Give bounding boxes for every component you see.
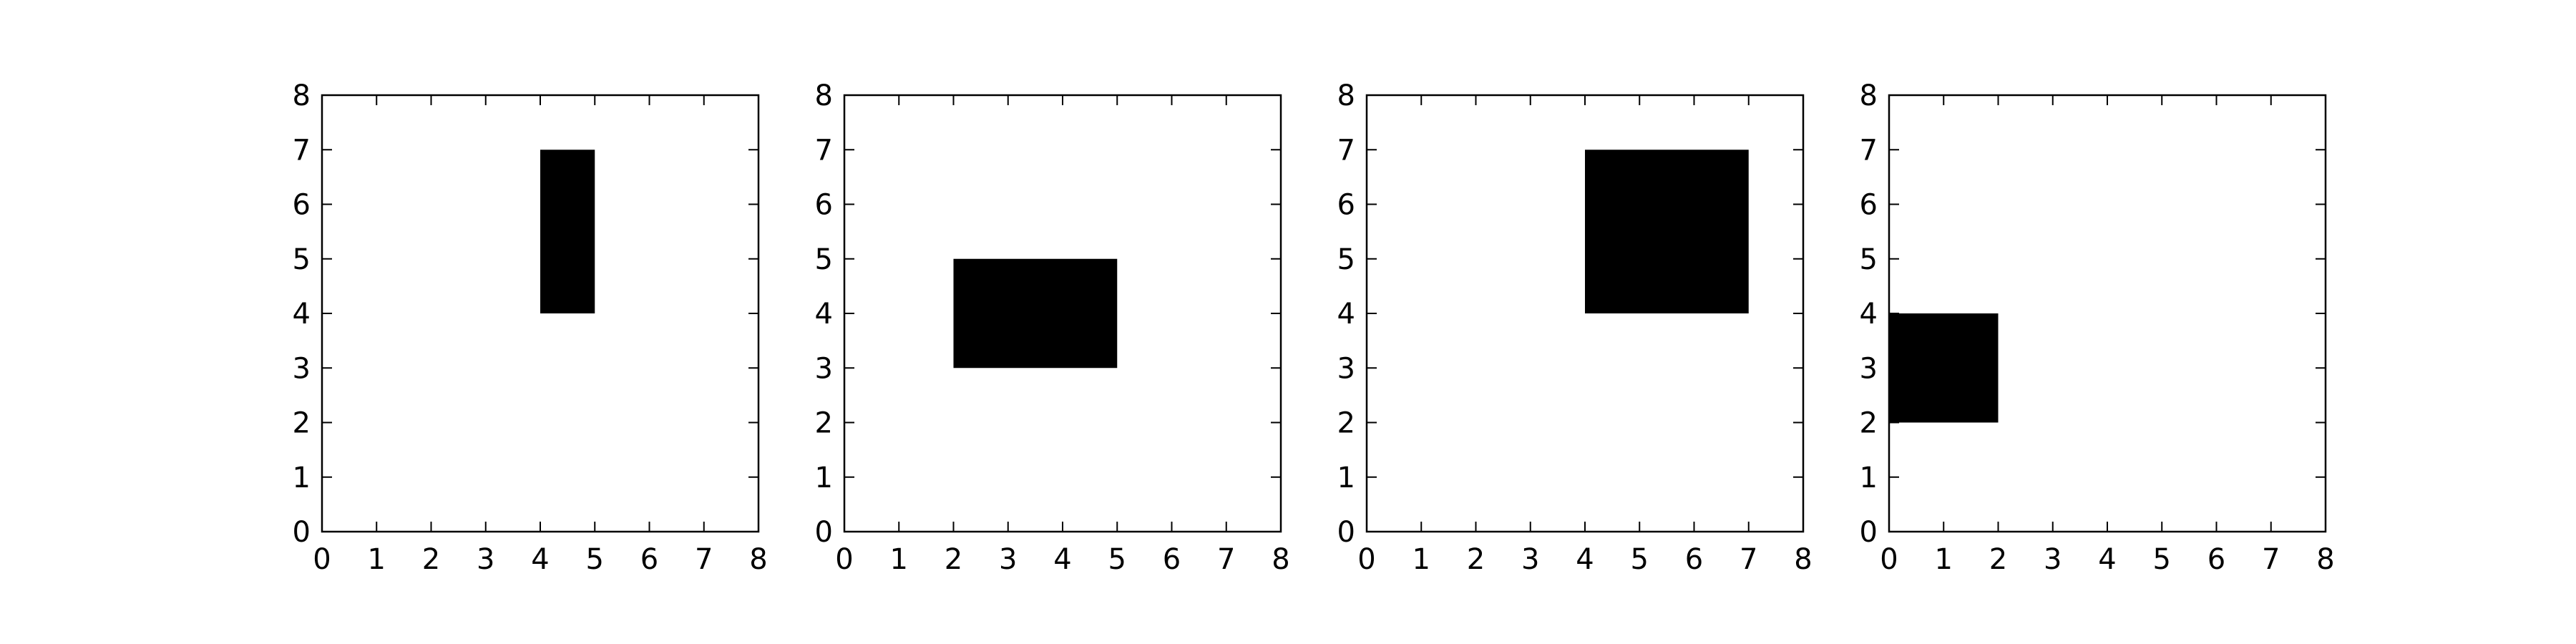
x-tick-label: 8 <box>2316 543 2334 576</box>
x-tick-label: 2 <box>1989 543 2007 576</box>
y-tick-label: 6 <box>815 189 833 222</box>
y-tick-label: 7 <box>293 134 311 167</box>
y-tick-label: 0 <box>1337 516 1355 549</box>
plot-frame <box>843 94 1282 533</box>
y-tick-label: 4 <box>293 298 311 331</box>
x-tick-label: 7 <box>695 543 713 576</box>
chart-panel-2: 0 1 2 3 4 5 6 7 8 0 1 2 3 4 5 6 7 8 <box>815 79 1290 576</box>
y-tick-label: 6 <box>293 189 311 222</box>
x-tick-label: 8 <box>1272 543 1289 576</box>
x-tick-label: 7 <box>2262 543 2280 576</box>
x-tick-label: 3 <box>1521 543 1539 576</box>
plot-frame <box>321 94 760 533</box>
x-tick-label: 2 <box>1467 543 1485 576</box>
x-tick-label: 3 <box>2044 543 2062 576</box>
y-tick-label: 2 <box>1337 407 1355 440</box>
x-tick-label: 1 <box>368 543 386 576</box>
chart-panel-1: 0 1 2 3 4 5 6 7 8 0 1 2 3 4 5 6 7 8 <box>293 79 768 576</box>
x-tick-label: 4 <box>531 543 549 576</box>
x-tick-label: 3 <box>477 543 494 576</box>
y-tick-label: 3 <box>293 352 311 385</box>
plot-frame <box>1365 94 1805 533</box>
heatmap-block <box>540 150 595 313</box>
x-tick-label: 0 <box>1357 543 1375 576</box>
y-tick-label: 1 <box>1860 462 1878 494</box>
y-tick-label: 7 <box>1337 134 1355 167</box>
x-tick-label: 7 <box>1740 543 1757 576</box>
x-tick-label: 5 <box>2153 543 2171 576</box>
x-tick-label: 2 <box>945 543 962 576</box>
y-tick-label: 0 <box>815 516 833 549</box>
y-tick-label: 8 <box>1860 79 1878 112</box>
y-tick-label: 3 <box>1860 352 1878 385</box>
y-tick-label: 4 <box>1860 298 1878 331</box>
y-tick-label: 5 <box>1860 243 1878 276</box>
x-tick-label: 5 <box>1631 543 1649 576</box>
x-tick-label: 5 <box>586 543 604 576</box>
chart-panel-3: 0 1 2 3 4 5 6 7 8 0 1 2 3 4 5 6 7 8 <box>1337 79 1813 576</box>
x-tick-label: 7 <box>1217 543 1235 576</box>
y-tick-label: 7 <box>815 134 833 167</box>
y-tick-label: 5 <box>293 243 311 276</box>
x-tick-label: 6 <box>640 543 658 576</box>
x-tick-label: 6 <box>1163 543 1181 576</box>
x-tick-label: 0 <box>835 543 853 576</box>
y-tick-label: 2 <box>1860 407 1878 440</box>
chart-panel-4: 0 1 2 3 4 5 6 7 8 0 1 2 3 4 5 6 7 8 <box>1860 79 2335 576</box>
x-tick-label: 3 <box>999 543 1017 576</box>
y-tick-label: 5 <box>815 243 833 276</box>
y-tick-label: 1 <box>815 462 833 494</box>
x-tick-label: 1 <box>890 543 908 576</box>
plot-frame <box>1888 94 2327 533</box>
x-tick-label: 6 <box>2207 543 2225 576</box>
x-tick-label: 5 <box>1108 543 1126 576</box>
x-tick-label: 0 <box>313 543 331 576</box>
x-tick-label: 8 <box>749 543 767 576</box>
y-tick-label: 6 <box>1337 189 1355 222</box>
x-tick-label: 4 <box>1576 543 1594 576</box>
y-tick-label: 4 <box>815 298 833 331</box>
y-tick-label: 8 <box>1337 79 1355 112</box>
y-tick-label: 4 <box>1337 298 1355 331</box>
x-tick-label: 1 <box>1413 543 1430 576</box>
x-tick-label: 1 <box>1935 543 1953 576</box>
y-tick-label: 5 <box>1337 243 1355 276</box>
y-tick-label: 3 <box>815 352 833 385</box>
x-tick-label: 0 <box>1880 543 1898 576</box>
heatmap-block <box>1889 313 1999 423</box>
y-tick-label: 8 <box>293 79 311 112</box>
x-tick-label: 4 <box>2098 543 2116 576</box>
y-tick-label: 3 <box>1337 352 1355 385</box>
x-tick-label: 6 <box>1685 543 1703 576</box>
y-tick-label: 7 <box>1860 134 1878 167</box>
y-tick-label: 6 <box>1860 189 1878 222</box>
y-tick-label: 8 <box>815 79 833 112</box>
x-tick-label: 2 <box>422 543 440 576</box>
y-tick-label: 1 <box>1337 462 1355 494</box>
y-tick-label: 0 <box>1860 516 1878 549</box>
y-tick-label: 0 <box>293 516 311 549</box>
heatmap-block <box>953 258 1118 369</box>
y-tick-label: 1 <box>293 462 311 494</box>
y-tick-label: 2 <box>293 407 311 440</box>
x-tick-label: 8 <box>1794 543 1812 576</box>
heatmap-block <box>1585 150 1749 313</box>
y-tick-label: 2 <box>815 407 833 440</box>
x-tick-label: 4 <box>1053 543 1071 576</box>
